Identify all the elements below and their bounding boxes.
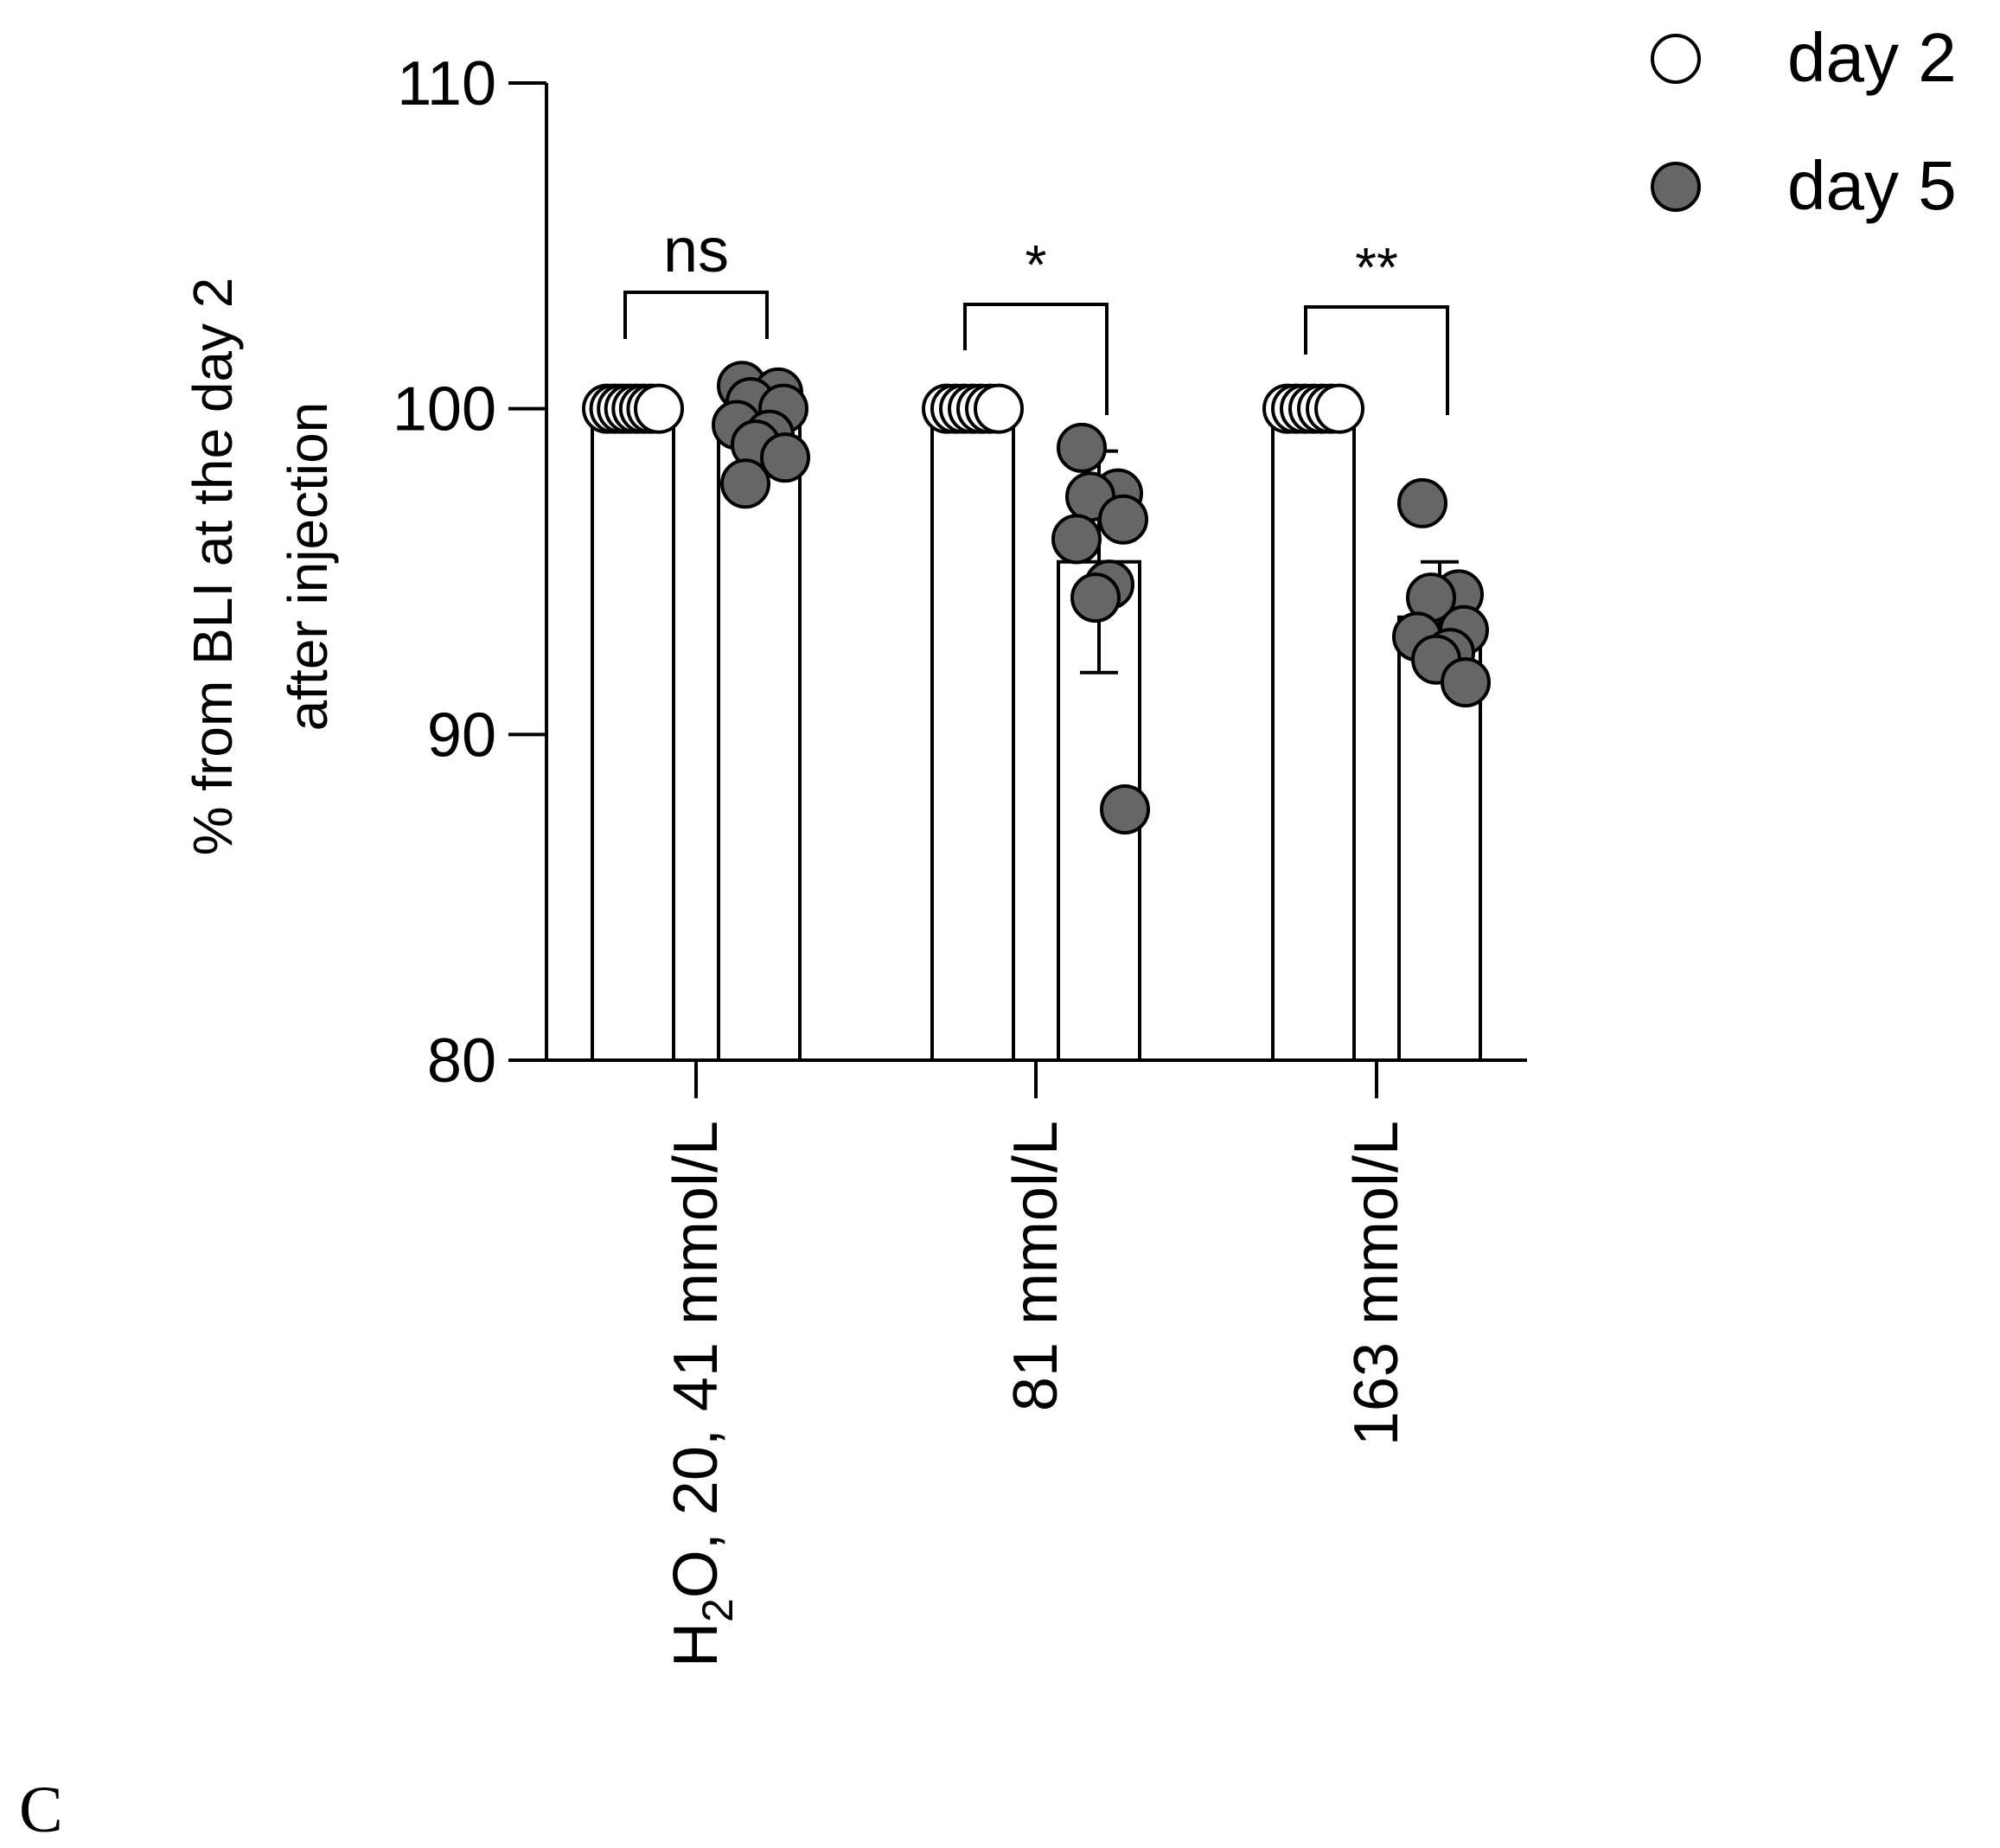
point-day-5 — [1057, 422, 1107, 473]
significance-label: * — [1026, 233, 1047, 296]
y-tick-label: 100 — [393, 375, 496, 444]
significance-label: ns — [663, 216, 729, 285]
legend-label: day 2 — [1787, 19, 1957, 96]
significance-brackets: ns * ** — [623, 216, 1449, 415]
axes — [545, 83, 1527, 1098]
y-ticks: 80 90 100 110 — [393, 49, 546, 1096]
y-tick-label: 80 — [427, 1026, 496, 1096]
x-tick-labels: H2O, 20, 41 mmol/L 81 mmol/L 163 mmol/L — [661, 1121, 1411, 1667]
points — [582, 361, 1491, 834]
bar-day-2 — [930, 406, 1015, 1062]
bar-day-2 — [591, 406, 675, 1062]
significance-label: ** — [1355, 236, 1398, 298]
point-day-2 — [634, 383, 684, 434]
point-day-2 — [974, 383, 1024, 434]
point-day-5 — [1100, 783, 1150, 834]
bar-day-5 — [717, 423, 802, 1062]
significance-bracket — [623, 291, 769, 339]
point-day-5 — [720, 458, 770, 509]
legend-marker-day-2 — [1651, 34, 1701, 84]
x-tick-label: 81 mmol/L — [1001, 1121, 1070, 1411]
y-axis-title: % from BLI at the day 2 after injection — [182, 278, 339, 856]
significance-bracket — [963, 303, 1109, 415]
point-day-2 — [1314, 383, 1364, 434]
y-tick-label: 90 — [427, 700, 496, 770]
legend-marker-day-5 — [1651, 162, 1701, 212]
y-tick-label: 110 — [397, 49, 496, 118]
y-axis-title-line2: after injection — [277, 402, 339, 732]
point-day-5 — [1051, 514, 1102, 565]
bar-day-2 — [1271, 406, 1356, 1062]
point-day-5 — [760, 432, 810, 483]
x-tick-label: H2O, 20, 41 mmol/L — [661, 1121, 742, 1667]
panel-label: C — [19, 1774, 63, 1846]
point-day-5 — [1098, 494, 1148, 545]
x-tick-label: 163 mmol/L — [1342, 1121, 1411, 1446]
point-day-5 — [1070, 572, 1121, 623]
legend-label: day 5 — [1787, 147, 1957, 224]
point-day-5 — [1441, 657, 1491, 708]
point-day-5 — [1397, 477, 1447, 528]
y-axis-title-line1: % from BLI at the day 2 — [182, 278, 244, 856]
bars — [591, 406, 1482, 1062]
significance-bracket — [1304, 305, 1449, 415]
legend: day 2 day 5 — [1651, 19, 1957, 224]
